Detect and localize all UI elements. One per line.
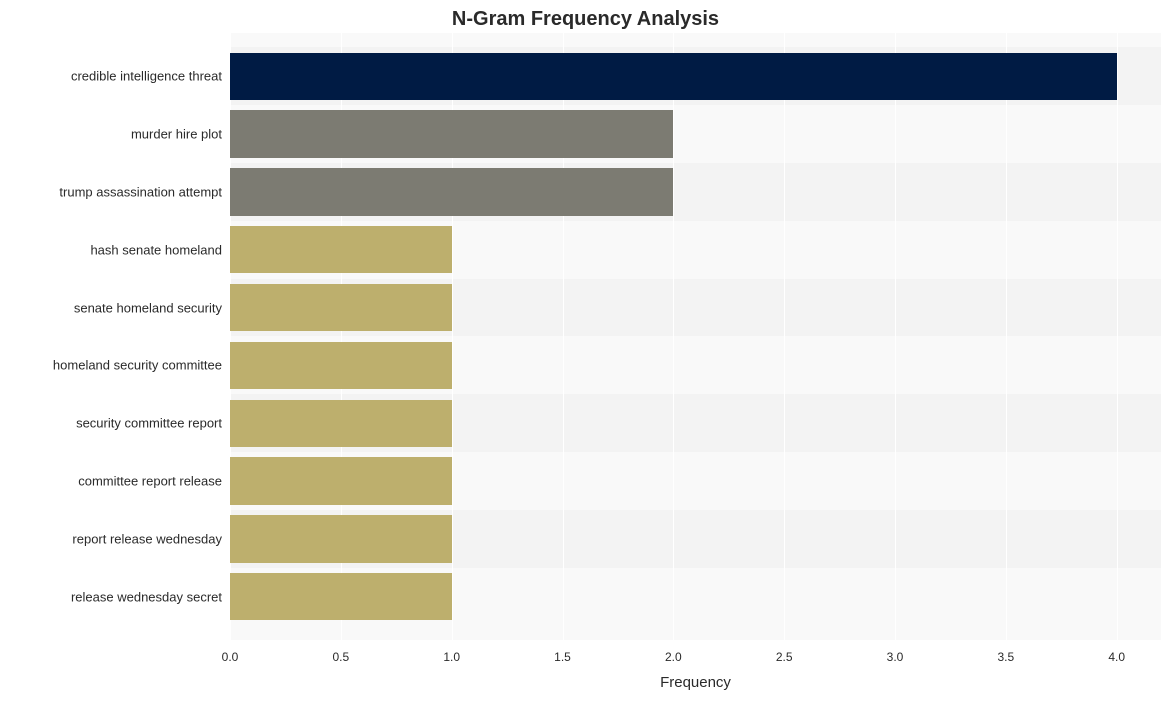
bar [230, 400, 452, 447]
grid-line [673, 33, 674, 640]
bar [230, 515, 452, 562]
y-axis-category-label: committee report release [78, 474, 230, 489]
y-axis-category-label: murder hire plot [131, 127, 230, 142]
y-axis-category-label: report release wednesday [72, 531, 230, 546]
bar [230, 284, 452, 331]
y-axis-category-label: homeland security committee [53, 358, 230, 373]
chart-title: N-Gram Frequency Analysis [0, 8, 1171, 31]
bar [230, 53, 1117, 100]
x-axis-label: Frequency [230, 640, 1161, 691]
y-axis-category-label: hash senate homeland [90, 242, 230, 257]
grid-line [895, 33, 896, 640]
bar [230, 110, 673, 157]
y-axis-category-label: senate homeland security [74, 300, 230, 315]
y-axis-category-label: release wednesday secret [71, 589, 230, 604]
grid-line [784, 33, 785, 640]
bar [230, 342, 452, 389]
bar [230, 226, 452, 273]
grid-line [1006, 33, 1007, 640]
y-axis-category-label: credible intelligence threat [71, 69, 230, 84]
ngram-frequency-chart: N-Gram Frequency Analysis credible intel… [0, 0, 1171, 701]
plot-area: credible intelligence threatmurder hire … [230, 33, 1161, 640]
bar [230, 457, 452, 504]
grid-line [1117, 33, 1118, 640]
bar [230, 168, 673, 215]
y-axis-category-label: trump assassination attempt [59, 184, 230, 199]
bar [230, 573, 452, 620]
y-axis-category-label: security committee report [76, 416, 230, 431]
